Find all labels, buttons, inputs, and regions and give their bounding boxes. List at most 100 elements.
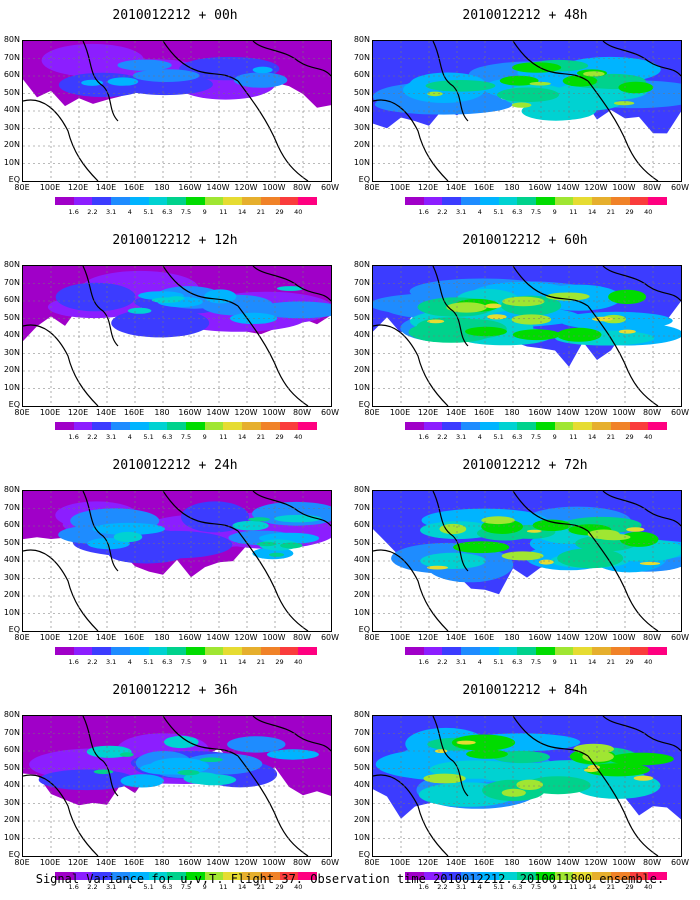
latitude-label: 30N [353,347,370,357]
coastline [432,491,469,572]
colorbar-label: 1.6 [418,883,429,891]
longitude-label: 140E [95,408,117,417]
longitude-label: 160W [528,858,552,867]
longitude-label: 120E [67,858,89,867]
coastline [23,324,99,406]
colorbar-label: 4 [127,208,132,216]
longitude-label: 180 [154,858,170,867]
longitude-label: 160E [123,858,145,867]
longitude-label: 120E [67,633,89,642]
longitude-label: 140W [556,633,580,642]
coastline [82,716,119,797]
colorbar-label: 2.2 [87,208,98,216]
variance-contour [608,289,647,305]
colorbar-swatch [279,422,299,430]
colorbar-label: 5.1 [143,208,154,216]
longitude-label: 80E [364,858,380,867]
latitude-label: 40N [353,105,370,114]
colorbar-label: 7.5 [530,883,542,891]
coastline [162,41,239,82]
colorbar-label: 3.1 [105,658,117,666]
longitude-label: 120E [417,633,439,642]
colorbar-swatch [479,422,499,430]
variance-contour [639,561,661,566]
variance-map [372,265,682,407]
longitude-label: 60W [670,183,690,192]
colorbar-label: 4 [477,883,482,891]
coastline [162,491,239,532]
colorbar-label: 2.2 [87,433,98,441]
longitude-label: 80E [364,633,380,642]
longitude-label: 60W [320,633,340,642]
coastline [252,266,331,302]
variance-contour [557,548,624,569]
longitude-label: 180 [154,633,170,642]
colorbar-label: 1.6 [418,208,429,216]
variance-map [372,40,682,182]
latitude-label: 50N [3,762,20,772]
coastline [512,491,589,532]
variance-map [22,40,332,182]
colorbar-label: 14 [238,208,247,216]
longitude-label: 80E [14,858,30,867]
longitude-label: 160W [528,183,552,192]
colorbar-label: 14 [238,658,247,666]
latitude-label: 50N [3,87,20,97]
colorbar-label: 6.3 [162,433,173,441]
variance-contour [532,519,571,531]
colorbar-swatch [610,872,630,880]
coastline [373,549,449,631]
longitude-label: 140E [445,633,467,642]
colorbar-swatch [498,422,518,430]
colorbar-label: 29 [275,208,284,216]
latitude-label: 60N [3,745,20,754]
longitude-label: 100E [39,183,61,192]
colorbar-label: 29 [625,433,634,441]
panel-title: 2010012212 + 84h [462,683,588,698]
variance-contour [183,772,221,785]
latitude-label: 20N [3,365,20,374]
longitude-label: 100E [39,858,61,867]
latitude-label: 10N [353,832,370,842]
forecast-panel: 2010012212 + 36h 80N 70N 60N 50N 40N 30N 20N 10N… [0,675,350,900]
colorbar-label: 2.2 [437,208,448,216]
variance-contour [168,296,185,301]
colorbar-swatch [204,197,224,205]
colorbar-swatch [554,422,574,430]
coastline [512,41,589,82]
variance-contour [276,286,304,291]
colorbar-label: 6.3 [512,433,523,441]
forecast-panel: 2010012212 + 60h 80N 70N 60N 50N 40N 30N 20N 10N… [350,225,700,450]
colorbar-label: 9 [552,883,557,891]
colorbar [55,872,318,880]
coastline [82,491,119,572]
colorbar-label: 14 [238,433,247,441]
colorbar-label: 9 [202,883,207,891]
coastline [82,41,119,122]
variance-map [372,490,682,632]
colorbar-swatch [111,647,130,655]
longitude-label: 80W [292,633,312,642]
longitude-label: 120E [417,408,439,417]
latitude-label: EQ [8,400,20,409]
longitude-label: 120W [234,183,258,192]
colorbar-swatch [223,422,243,430]
variance-contour [501,551,544,561]
colorbar-swatch [186,422,205,430]
colorbar-label: 14 [588,883,597,891]
colorbar-swatch [610,422,630,430]
colorbar-swatch [554,872,574,880]
colorbar-swatch [242,422,261,430]
colorbar-label: 4 [477,208,482,216]
colorbar-swatch [111,422,130,430]
longitude-label: 140E [445,183,467,192]
colorbar-label: 9 [552,433,557,441]
variance-contour [256,541,277,547]
colorbar-label: 9 [552,658,557,666]
colorbar-swatch [73,872,93,880]
longitude-label: 160E [473,633,495,642]
longitude-label: 180 [504,408,520,417]
colorbar-swatch [167,422,187,430]
variance-contour [248,517,270,522]
variance-contour [269,552,285,557]
